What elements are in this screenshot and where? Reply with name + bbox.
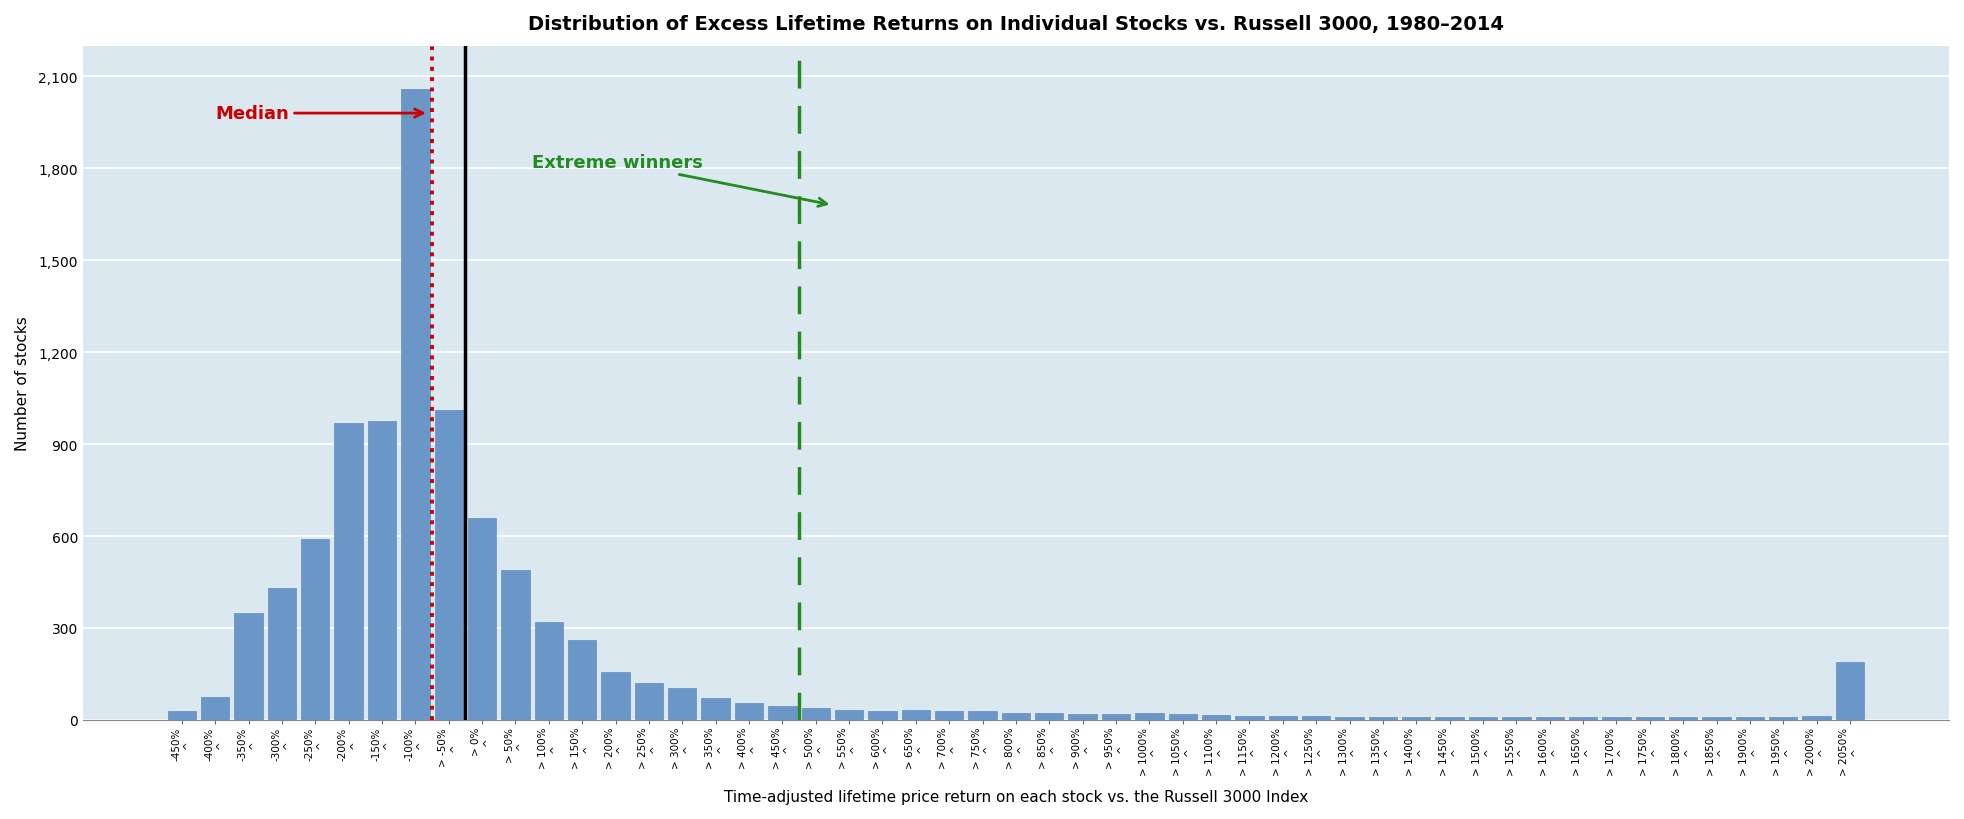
Bar bbox=[300, 540, 330, 720]
Bar bbox=[1068, 714, 1096, 720]
Bar bbox=[901, 710, 931, 720]
Bar bbox=[1169, 714, 1196, 720]
Bar bbox=[1703, 717, 1730, 720]
Bar bbox=[1669, 717, 1697, 720]
Bar bbox=[768, 706, 797, 720]
Bar bbox=[835, 710, 864, 720]
Bar bbox=[1803, 717, 1830, 720]
Bar bbox=[1836, 662, 1864, 720]
Bar bbox=[1002, 713, 1029, 720]
Bar bbox=[334, 423, 363, 720]
Bar bbox=[167, 711, 196, 720]
Bar bbox=[467, 518, 497, 720]
Bar bbox=[801, 708, 831, 720]
Bar bbox=[367, 422, 397, 720]
Bar bbox=[1636, 717, 1664, 720]
Bar bbox=[1736, 717, 1764, 720]
Bar bbox=[601, 672, 630, 720]
Y-axis label: Number of stocks: Number of stocks bbox=[16, 316, 29, 450]
Bar bbox=[634, 683, 664, 720]
Bar bbox=[1603, 717, 1630, 720]
Bar bbox=[1436, 717, 1463, 720]
Bar bbox=[1536, 717, 1563, 720]
Bar bbox=[1235, 716, 1263, 720]
Bar bbox=[668, 688, 697, 720]
Bar bbox=[1502, 717, 1530, 720]
Bar bbox=[434, 411, 464, 720]
Bar bbox=[1369, 717, 1396, 720]
Bar bbox=[735, 704, 764, 720]
Bar bbox=[968, 712, 996, 720]
Bar bbox=[1336, 717, 1363, 720]
X-axis label: Time-adjusted lifetime price return on each stock vs. the Russell 3000 Index: Time-adjusted lifetime price return on e… bbox=[725, 789, 1308, 804]
Bar bbox=[200, 697, 230, 720]
Bar bbox=[568, 640, 597, 720]
Bar bbox=[1035, 713, 1063, 720]
Bar bbox=[1402, 717, 1430, 720]
Bar bbox=[1269, 716, 1296, 720]
Bar bbox=[1202, 716, 1229, 720]
Bar bbox=[1469, 717, 1497, 720]
Bar bbox=[267, 588, 297, 720]
Bar bbox=[401, 89, 430, 720]
Text: Extreme winners: Extreme winners bbox=[532, 154, 827, 207]
Bar bbox=[1135, 713, 1163, 720]
Bar bbox=[868, 712, 898, 720]
Title: Distribution of Excess Lifetime Returns on Individual Stocks vs. Russell 3000, 1: Distribution of Excess Lifetime Returns … bbox=[528, 15, 1504, 34]
Bar bbox=[234, 613, 263, 720]
Text: Median: Median bbox=[216, 105, 422, 123]
Bar bbox=[935, 712, 964, 720]
Bar bbox=[1569, 717, 1597, 720]
Bar bbox=[1102, 714, 1129, 720]
Bar bbox=[501, 570, 530, 720]
Bar bbox=[701, 699, 731, 720]
Bar bbox=[534, 622, 564, 720]
Bar bbox=[1770, 717, 1797, 720]
Bar bbox=[1302, 717, 1330, 720]
